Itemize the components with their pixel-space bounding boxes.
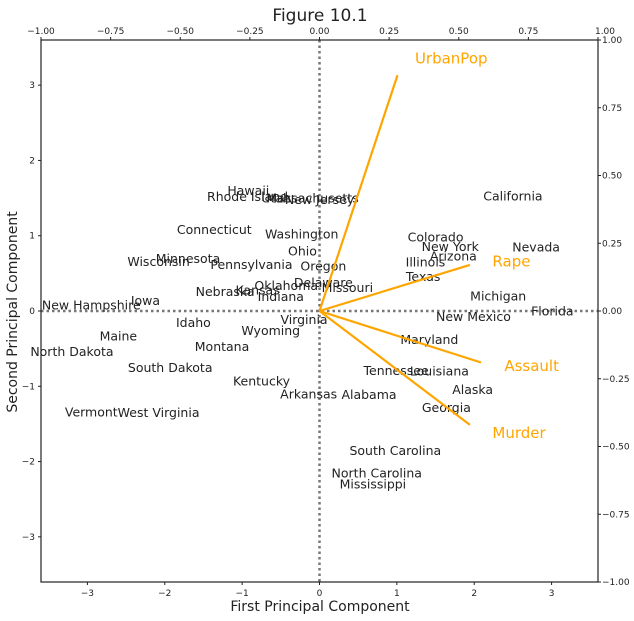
state-label: Iowa: [131, 293, 160, 308]
plot-area: −3 −2 −1 0 1 2 3 −3 −2 −1 0 1 2 3 −1.00 −0.75 −0.50 −0.25…: [22, 27, 630, 599]
top-tick-label: 0.25: [379, 27, 399, 37]
state-label: Virginia: [280, 312, 327, 327]
y-tick-label: −1: [22, 382, 35, 392]
top-tick-label: −0.75: [97, 27, 125, 37]
chart-title: Figure 10.1: [272, 6, 367, 26]
loading-label: Rape: [492, 253, 530, 271]
state-label: Alaska: [452, 382, 493, 397]
state-label: Vermont: [65, 404, 118, 419]
loading-label: Assault: [504, 357, 559, 375]
state-label: Texas: [405, 269, 441, 284]
state-label: North Carolina: [332, 465, 422, 480]
state-label: Minnesota: [156, 251, 221, 266]
state-label: Montana: [195, 339, 250, 354]
state-label: Connecticut: [177, 222, 252, 237]
state-label: New Hampshire: [42, 297, 141, 312]
top-tick-label: 0.50: [449, 27, 469, 37]
state-label: Delaware: [294, 275, 353, 290]
y-tick-label: 2: [29, 156, 35, 166]
loading-vector: [319, 309, 482, 364]
state-label: Ohio: [288, 243, 317, 258]
state-label: Pennsylvania: [210, 257, 292, 272]
state-label: Missouri: [322, 280, 373, 295]
state-label: Kentucky: [233, 374, 291, 389]
loading-vector: [318, 74, 399, 312]
top-tick-label: −0.25: [236, 27, 264, 37]
loading-label: Murder: [492, 424, 546, 442]
y-tick-label: 1: [29, 232, 35, 242]
top-tick-label: 0.00: [309, 27, 329, 37]
state-label: California: [483, 188, 542, 203]
state-label: Louisiana: [410, 364, 469, 379]
x-axis-label: First Principal Component: [230, 599, 410, 615]
right-tick-label: 1.00: [602, 36, 622, 46]
right-tick-label: 0.25: [602, 239, 622, 249]
state-label: New Mexico: [436, 309, 511, 324]
right-tick-label: −1.00: [602, 578, 630, 588]
state-label: Mississippi: [340, 477, 407, 492]
right-tick-label: 0.00: [602, 307, 622, 317]
state-label: Wisconsin: [127, 254, 189, 269]
state-label: Alabama: [341, 387, 396, 402]
state-label: Maryland: [400, 332, 458, 347]
right-tick-label: −0.75: [602, 510, 630, 520]
state-label: North Dakota: [30, 344, 113, 359]
top-tick-label: 1.00: [595, 27, 615, 37]
x-tick-label: −2: [158, 589, 171, 599]
state-label: Nebraska: [196, 284, 255, 299]
right-tick-label: −0.25: [602, 375, 630, 385]
top-tick-label: −0.50: [166, 27, 194, 37]
state-label: New Jersey: [285, 192, 355, 207]
state-label: Utah: [261, 191, 291, 206]
state-label: Massachusetts: [266, 191, 358, 206]
right-tick-label: −0.50: [602, 443, 630, 453]
state-label: Rhode Island: [207, 189, 288, 204]
state-label: Colorado: [408, 230, 464, 245]
loading-vector: [319, 263, 471, 313]
state-label: Tennessee: [363, 363, 429, 378]
state-label: South Carolina: [349, 443, 441, 458]
x-tick-label: 3: [549, 589, 555, 599]
top-tick-label: 0.75: [518, 27, 538, 37]
right-tick-label: 0.75: [602, 104, 622, 114]
x-tick-label: 0: [317, 589, 323, 599]
loading-vector: [318, 310, 471, 426]
right-tick-label: 0.50: [602, 172, 622, 182]
state-label: New York: [422, 239, 480, 254]
state-label: South Dakota: [128, 360, 213, 375]
state-label: Arkansas: [280, 386, 337, 401]
state-label: Oklahoma: [254, 278, 318, 293]
top-tick-label: −1.00: [27, 27, 55, 37]
x-tick-label: 1: [394, 589, 400, 599]
state-label: West Virginia: [118, 405, 200, 420]
x-tick-label: −1: [235, 589, 248, 599]
state-label: Illinois: [406, 255, 446, 270]
state-label: Florida: [531, 304, 574, 319]
state-label: Oregon: [300, 258, 346, 273]
y-axis-label: Second Principal Component: [5, 211, 21, 413]
y-tick-label: 0: [29, 307, 35, 317]
state-label: Idaho: [176, 315, 211, 330]
y-tick-label: −2: [22, 458, 35, 468]
state-label: Hawaii: [227, 183, 269, 198]
x-tick-label: −3: [81, 589, 94, 599]
y-tick-label: −3: [22, 533, 35, 543]
state-label: Nevada: [512, 240, 560, 255]
state-label: Michigan: [470, 288, 526, 303]
state-label: Arizona: [430, 249, 477, 264]
state-label: Kansas: [235, 282, 279, 297]
y-tick-label: 3: [29, 81, 35, 91]
state-label: Indiana: [258, 289, 304, 304]
state-label: Washington: [265, 227, 338, 242]
x-tick-label: 2: [471, 589, 477, 599]
state-label: Wyoming: [241, 323, 300, 338]
loading-label: UrbanPop: [415, 50, 488, 68]
state-label: Maine: [100, 328, 138, 343]
